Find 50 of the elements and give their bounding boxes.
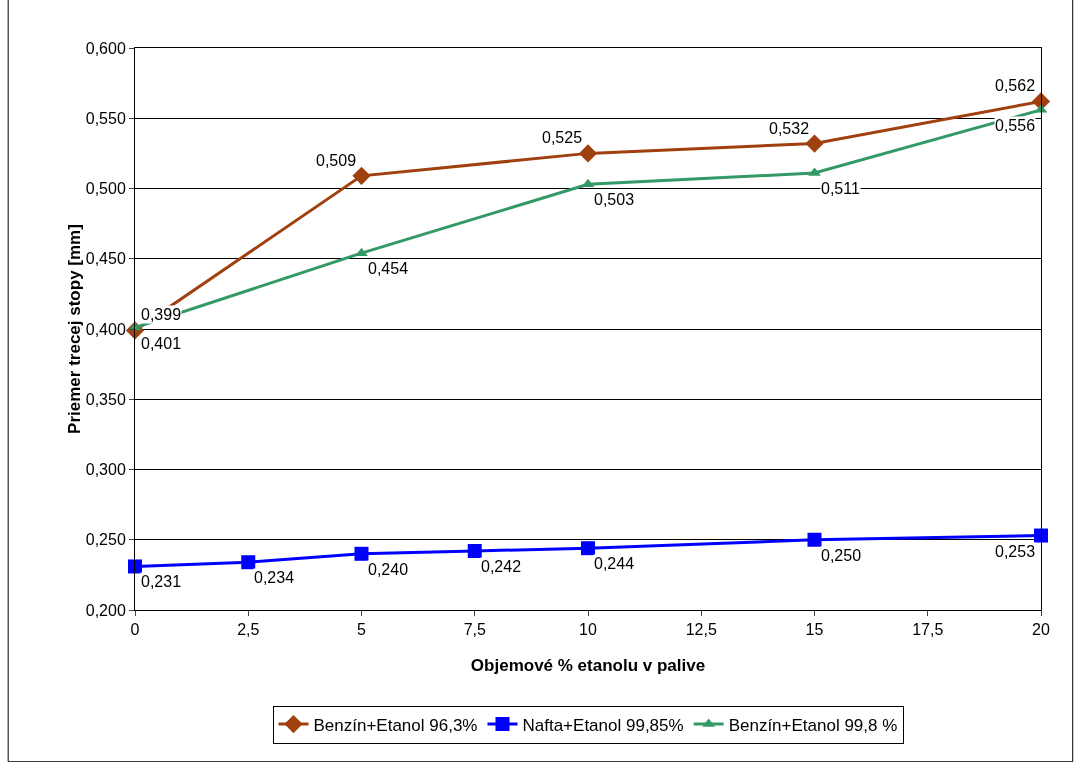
legend-label: Benzín+Etanol 96,3% <box>313 715 478 735</box>
y-axis-title: Priemer trecej stopy [mm] <box>64 224 84 434</box>
data-label: 0,511 <box>821 180 860 197</box>
y-tick-label: 0,250 <box>85 531 126 549</box>
point <box>578 144 598 163</box>
y-tick-label: 0,400 <box>85 320 126 338</box>
data-label: 0,509 <box>316 152 357 169</box>
data-label: 0,253 <box>995 543 1036 560</box>
data-label: 0,562 <box>995 77 1036 94</box>
point <box>241 555 256 570</box>
data-label: 0,234 <box>254 569 295 586</box>
data-label: 0,556 <box>995 117 1036 134</box>
point <box>1034 528 1048 543</box>
x-tick-label: 2,5 <box>237 621 260 639</box>
data-label: 0,240 <box>368 561 409 578</box>
y-tick-label: 0,350 <box>85 390 126 408</box>
data-label: 0,231 <box>141 573 182 590</box>
x-tick-label: 12,5 <box>685 621 717 639</box>
data-label: 0,503 <box>594 191 635 208</box>
y-tick-label: 0,600 <box>85 39 126 57</box>
y-tick-label: 0,450 <box>85 250 126 268</box>
x-tick-label: 17,5 <box>912 621 944 639</box>
data-label: 0,242 <box>481 558 522 575</box>
legend-label: Benzín+Etanol 99,8 % <box>728 715 898 735</box>
data-label: 0,532 <box>769 120 810 137</box>
x-tick-label: 0 <box>130 621 140 639</box>
point <box>805 134 824 153</box>
x-tick-label: 5 <box>357 621 367 639</box>
x-tick-label: 10 <box>579 621 597 639</box>
data-label: 0,401 <box>141 335 182 352</box>
data-label: 0,250 <box>821 547 862 564</box>
point <box>467 543 482 558</box>
data-label: 0,454 <box>368 260 409 277</box>
x-tick-label: 7,5 <box>463 621 486 639</box>
point <box>352 166 371 185</box>
y-tick-label: 0,300 <box>85 461 126 479</box>
x-tick-label: 15 <box>805 621 824 639</box>
x-axis-title: Objemové % etanolu v palive <box>470 656 706 675</box>
point <box>128 559 142 574</box>
point <box>807 532 822 547</box>
data-label: 0,244 <box>594 555 635 572</box>
x-tick-label: 20 <box>1032 621 1050 639</box>
y-tick-label: 0,500 <box>85 180 126 198</box>
data-label: 0,525 <box>542 129 583 146</box>
point <box>581 541 595 556</box>
y-tick-label: 0,550 <box>85 109 126 127</box>
point <box>354 546 369 561</box>
legend-label: Nafta+Etanol 99,85% <box>522 715 684 735</box>
data-label: 0,399 <box>141 306 182 323</box>
y-tick-label: 0,200 <box>85 601 126 619</box>
